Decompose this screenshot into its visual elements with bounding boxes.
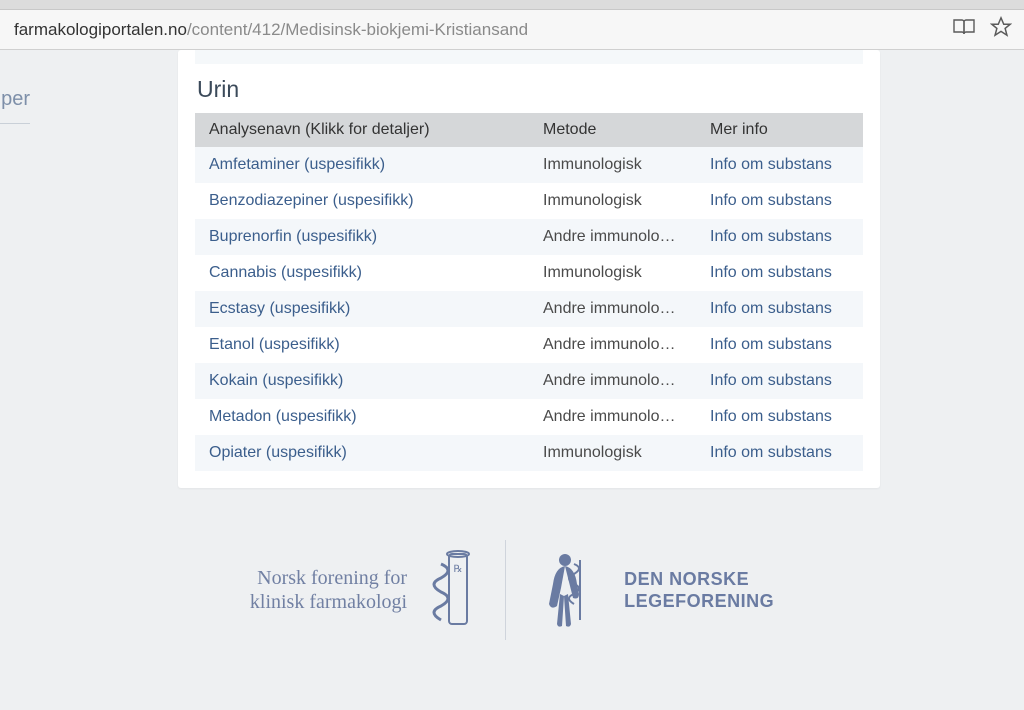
analysis-info-link[interactable]: Info om substans bbox=[696, 219, 863, 255]
analysis-method: Andre immunologi... bbox=[529, 363, 696, 399]
analysis-table: Analysenavn (Klikk for detaljer) Metode … bbox=[195, 113, 863, 471]
analysis-info-link[interactable]: Info om substans bbox=[696, 363, 863, 399]
footer-right-org: DEN NORSKE LEGEFORENING bbox=[624, 568, 774, 613]
section-title: Urin bbox=[197, 76, 863, 103]
table-row: Ecstasy (uspesifikk)Andre immunologi...I… bbox=[195, 291, 863, 327]
analysis-info-link[interactable]: Info om substans bbox=[696, 147, 863, 183]
analysis-name-link[interactable]: Ecstasy (uspesifikk) bbox=[195, 291, 529, 327]
page-footer: Norsk forening for klinisk farmakologi ℞… bbox=[0, 540, 1024, 640]
analysis-method: Andre immunologi... bbox=[529, 327, 696, 363]
analysis-name-link[interactable]: Cannabis (uspesifikk) bbox=[195, 255, 529, 291]
analysis-name-link[interactable]: Amfetaminer (uspesifikk) bbox=[195, 147, 529, 183]
legeforening-logo-icon bbox=[530, 546, 600, 634]
table-row: Metadon (uspesifikk)Andre immunologi...I… bbox=[195, 399, 863, 435]
analysis-method: Immunologisk bbox=[529, 183, 696, 219]
col-header-method: Metode bbox=[529, 113, 696, 147]
analysis-method: Andre immunologi... bbox=[529, 291, 696, 327]
analysis-method: Immunologisk bbox=[529, 255, 696, 291]
url-path: /content/412/Medisinsk-biokjemi-Kristian… bbox=[187, 20, 528, 39]
table-row: Etanol (uspesifikk)Andre immunologi...In… bbox=[195, 327, 863, 363]
analysis-name-link[interactable]: Kokain (uspesifikk) bbox=[195, 363, 529, 399]
pharmacology-logo-icon: ℞ bbox=[431, 546, 481, 634]
table-row: Opiater (uspesifikk)ImmunologiskInfo om … bbox=[195, 435, 863, 471]
sidebar-fragment-text: per bbox=[1, 88, 30, 110]
analysis-info-link[interactable]: Info om substans bbox=[696, 435, 863, 471]
table-row: Kokain (uspesifikk)Andre immunologi...In… bbox=[195, 363, 863, 399]
analysis-name-link[interactable]: Etanol (uspesifikk) bbox=[195, 327, 529, 363]
favorite-star-icon[interactable] bbox=[990, 16, 1012, 43]
page-body: per Urin Analysenavn (Klikk for detaljer… bbox=[0, 50, 1024, 710]
content-card: Urin Analysenavn (Klikk for detaljer) Me… bbox=[178, 50, 880, 488]
analysis-method: Andre immunologi... bbox=[529, 399, 696, 435]
svg-text:℞: ℞ bbox=[454, 564, 463, 575]
analysis-info-link[interactable]: Info om substans bbox=[696, 291, 863, 327]
browser-tab-strip bbox=[0, 0, 1024, 10]
url-host: farmakologiportalen.no bbox=[14, 20, 187, 39]
analysis-info-link[interactable]: Info om substans bbox=[696, 183, 863, 219]
analysis-info-link[interactable]: Info om substans bbox=[696, 255, 863, 291]
reading-view-icon[interactable] bbox=[952, 17, 976, 42]
footer-left-org: Norsk forening for klinisk farmakologi bbox=[250, 566, 407, 614]
footer-right-line2: LEGEFORENING bbox=[624, 590, 774, 613]
col-header-info: Mer info bbox=[696, 113, 863, 147]
table-row: Buprenorfin (uspesifikk)Andre immunologi… bbox=[195, 219, 863, 255]
address-bar: farmakologiportalen.no/content/412/Medis… bbox=[0, 10, 1024, 50]
footer-divider bbox=[505, 540, 506, 640]
analysis-info-link[interactable]: Info om substans bbox=[696, 399, 863, 435]
analysis-name-link[interactable]: Buprenorfin (uspesifikk) bbox=[195, 219, 529, 255]
footer-left-line1: Norsk forening for bbox=[250, 566, 407, 590]
col-header-name: Analysenavn (Klikk for detaljer) bbox=[195, 113, 529, 147]
table-row: Cannabis (uspesifikk)ImmunologiskInfo om… bbox=[195, 255, 863, 291]
footer-left-line2: klinisk farmakologi bbox=[250, 590, 407, 614]
footer-right-line1: DEN NORSKE bbox=[624, 568, 774, 591]
table-header-row: Analysenavn (Klikk for detaljer) Metode … bbox=[195, 113, 863, 147]
table-row: Amfetaminer (uspesifikk)ImmunologiskInfo… bbox=[195, 147, 863, 183]
sidebar-fragment: per bbox=[0, 88, 30, 124]
analysis-name-link[interactable]: Opiater (uspesifikk) bbox=[195, 435, 529, 471]
table-row: Benzodiazepiner (uspesifikk)Immunologisk… bbox=[195, 183, 863, 219]
analysis-method: Immunologisk bbox=[529, 147, 696, 183]
analysis-method: Immunologisk bbox=[529, 435, 696, 471]
analysis-name-link[interactable]: Benzodiazepiner (uspesifikk) bbox=[195, 183, 529, 219]
analysis-name-link[interactable]: Metadon (uspesifikk) bbox=[195, 399, 529, 435]
address-url[interactable]: farmakologiportalen.no/content/412/Medis… bbox=[14, 20, 952, 40]
analysis-method: Andre immunologi... bbox=[529, 219, 696, 255]
card-top-spacer bbox=[195, 50, 863, 64]
analysis-info-link[interactable]: Info om substans bbox=[696, 327, 863, 363]
